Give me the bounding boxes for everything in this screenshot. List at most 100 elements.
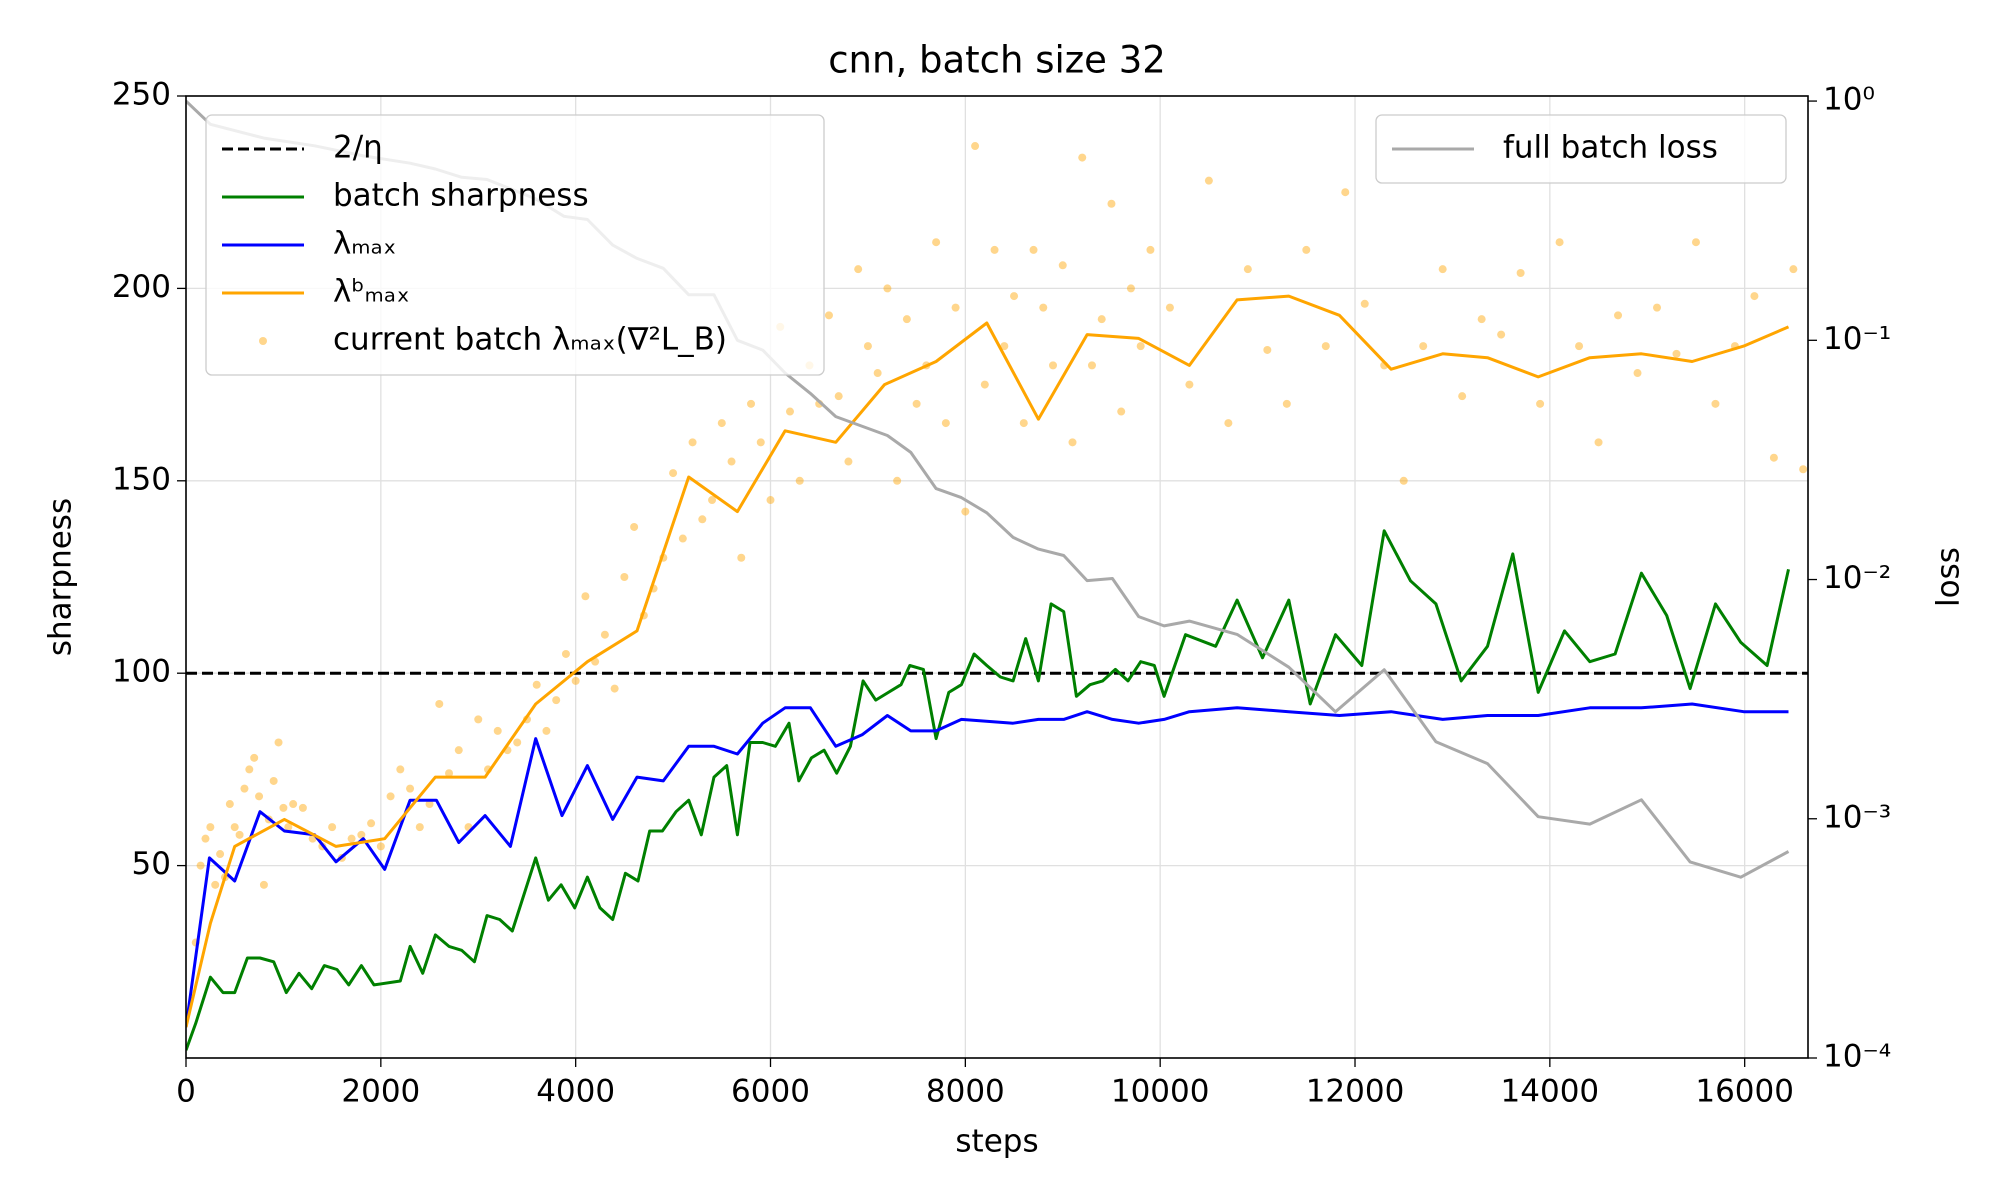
scatter-point: [980, 380, 989, 389]
scatter-point: [610, 684, 619, 693]
scatter-point: [990, 245, 999, 254]
legend-label: λₘₐₓ: [333, 226, 397, 262]
scatter-point: [357, 830, 366, 839]
scatter-point: [961, 507, 970, 516]
x-tick-label: 0: [176, 1074, 196, 1110]
scatter-point: [571, 676, 580, 685]
scatter-point: [620, 573, 629, 581]
scatter-point: [240, 784, 249, 793]
line-series: [186, 702, 1789, 1028]
scatter-point: [425, 800, 434, 809]
scatter-point: [1068, 438, 1077, 447]
scatter-point: [1360, 299, 1369, 308]
scatter-point: [376, 842, 385, 851]
legend-label: batch sharpness: [333, 178, 589, 214]
scatter-point: [1146, 245, 1155, 254]
scatter-point: [274, 738, 283, 747]
scatter-point: [1458, 392, 1467, 401]
y2-tick-label: 10⁻⁴: [1823, 1039, 1891, 1075]
x-axis-label: steps: [955, 1124, 1038, 1160]
scatter-point: [279, 803, 288, 812]
scatter-point: [1185, 380, 1194, 389]
scatter-point: [1058, 261, 1067, 270]
scatter-point: [1750, 292, 1759, 301]
y2-tick-label: 10⁻³: [1823, 799, 1891, 835]
scatter-point: [396, 765, 405, 774]
scatter-point: [1594, 438, 1603, 447]
scatter-point: [630, 522, 639, 531]
scatter-point: [1419, 342, 1428, 351]
scatter-point: [328, 823, 337, 832]
scatter-point: [1614, 311, 1623, 320]
scatter-point: [854, 265, 863, 274]
x-tick-label: 2000: [341, 1074, 420, 1110]
scatter-point: [708, 496, 717, 505]
scatter-point: [1078, 153, 1087, 162]
legend-label: λᵇₘₐₓ: [333, 274, 410, 310]
scatter-point: [493, 726, 502, 735]
scatter-point: [1497, 330, 1506, 339]
scatter-point: [1575, 342, 1584, 351]
scatter-point: [834, 392, 843, 401]
scatter-point: [1691, 238, 1700, 247]
scatter-point: [756, 438, 765, 447]
scatter-point: [235, 830, 244, 839]
legend-box: [205, 114, 825, 376]
scatter-point: [863, 342, 872, 351]
scatter-point: [893, 476, 902, 485]
scatter-point: [941, 419, 950, 428]
scatter-point: [1302, 245, 1311, 254]
scatter-point: [737, 553, 746, 562]
scatter-point: [1633, 369, 1642, 378]
scatter-point: [1555, 238, 1564, 247]
scatter-point: [386, 792, 395, 801]
scatter-point: [912, 399, 921, 408]
y-tick-label: 50: [132, 846, 171, 882]
scatter-point: [201, 834, 210, 843]
scatter-point: [669, 469, 678, 478]
scatter-point: [581, 592, 590, 601]
scatter-point: [1536, 399, 1545, 408]
scatter-point: [1263, 345, 1272, 354]
scatter-point: [1097, 315, 1106, 324]
scatter-point: [600, 630, 609, 639]
scatter-point: [1165, 303, 1174, 312]
scatter-point: [1117, 407, 1126, 416]
x-tick-label: 16000: [1695, 1074, 1794, 1110]
scatter-point: [216, 850, 225, 859]
scatter-point: [1126, 284, 1135, 293]
scatter-point: [225, 800, 234, 809]
scatter-point: [1243, 265, 1252, 274]
scatter-point: [1019, 419, 1028, 428]
scatter-point: [698, 515, 707, 524]
scatter-point: [1477, 315, 1486, 324]
scatter-point: [727, 457, 736, 466]
scatter-point: [284, 823, 293, 832]
scatter-point: [347, 834, 356, 843]
scatter-point: [717, 419, 726, 428]
scatter-point: [415, 823, 424, 832]
scatter-point: [1204, 176, 1213, 185]
scatter-point: [1341, 188, 1350, 197]
scatter-point: [747, 399, 756, 408]
x-tick-label: 8000: [926, 1074, 1005, 1110]
scatter-point: [688, 438, 697, 447]
legend-box: [1375, 114, 1787, 184]
scatter-point: [1087, 361, 1096, 370]
scatter-point: [245, 765, 254, 774]
scatter-point: [1049, 361, 1058, 370]
scatter-point: [844, 457, 853, 466]
scatter-point: [1107, 199, 1116, 208]
scatter-point: [971, 142, 980, 151]
scatter-point: [1029, 245, 1038, 254]
scatter-point: [206, 823, 215, 832]
scatter-point: [902, 315, 911, 324]
y-tick-label: 100: [112, 654, 171, 690]
scatter-point: [552, 696, 561, 705]
scatter-point: [951, 303, 960, 312]
scatter-point: [474, 715, 483, 724]
scatter-point: [795, 476, 804, 485]
scatter-point: [1711, 399, 1720, 408]
scatter-point: [269, 776, 278, 785]
